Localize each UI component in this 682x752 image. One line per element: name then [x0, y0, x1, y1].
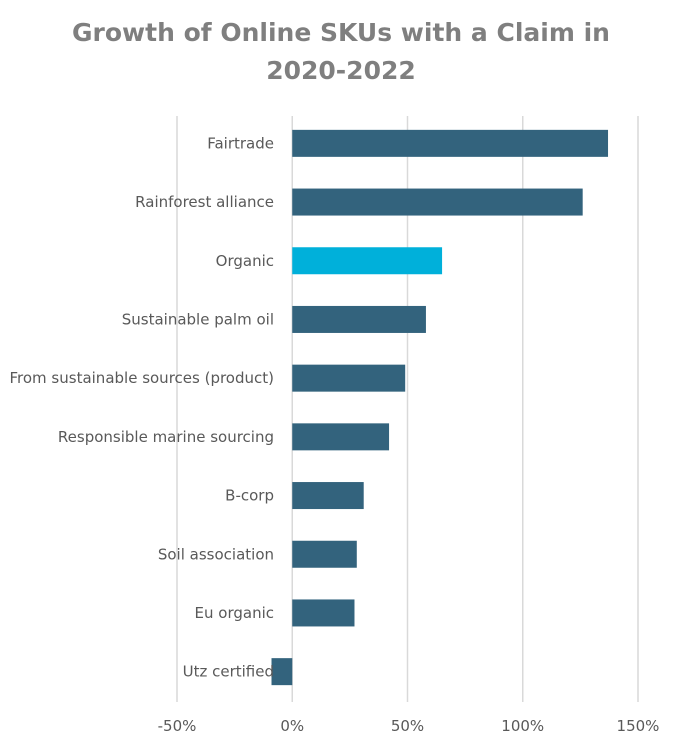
category-label-1: Rainforest alliance — [135, 193, 274, 211]
category-labels: Fairtrade Rainforest alliance Organic Susta… — [10, 134, 275, 680]
category-label-0: Fairtrade — [207, 134, 274, 152]
bar-6 — [292, 482, 364, 510]
x-tick-label-4: 150% — [617, 717, 660, 735]
bar-7 — [292, 540, 357, 568]
category-label-5: Responsible marine sourcing — [58, 428, 274, 446]
bar-1 — [292, 188, 583, 216]
chart-title-line-1: Growth of Online SKUs with a Claim in — [72, 18, 610, 47]
bar-9 — [271, 658, 293, 686]
bar-0 — [292, 129, 609, 157]
bars — [271, 129, 609, 686]
category-label-6: B-corp — [225, 487, 274, 505]
chart-title-line-2: 2020-2022 — [266, 56, 416, 85]
x-tick-label-1: 0% — [280, 717, 304, 735]
category-label-7: Soil association — [158, 545, 274, 563]
bar-2 — [292, 247, 443, 275]
category-label-2: Organic — [216, 252, 274, 270]
category-label-8: Eu organic — [195, 604, 274, 622]
category-label-9: Utz certified — [183, 663, 274, 681]
x-tick-labels: -50% 0% 50% 100% 150% — [158, 717, 660, 735]
bar-5 — [292, 423, 390, 451]
bar-3 — [292, 305, 426, 333]
x-tick-label-2: 50% — [391, 717, 424, 735]
chart-title: Growth of Online SKUs with a Claim in 20… — [0, 14, 682, 90]
x-tick-label-0: -50% — [158, 717, 197, 735]
x-tick-label-3: 100% — [501, 717, 544, 735]
bar-8 — [292, 599, 355, 627]
bar-4 — [292, 364, 406, 392]
category-label-3: Sustainable palm oil — [122, 310, 274, 328]
category-label-4: From sustainable sources (product) — [10, 369, 275, 387]
